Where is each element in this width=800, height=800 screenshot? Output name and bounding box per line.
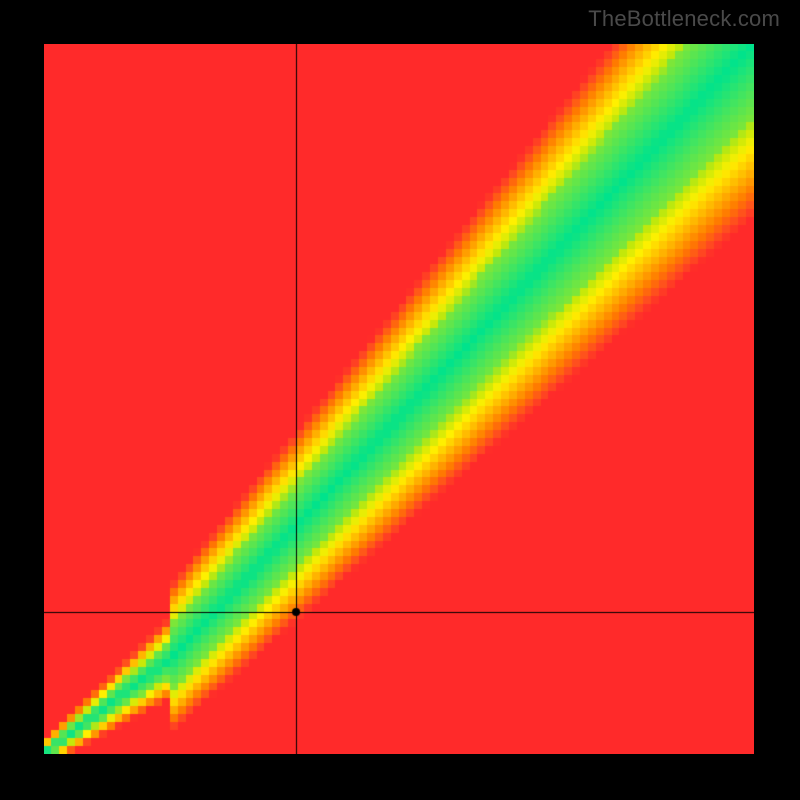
bottleneck-heatmap (44, 44, 754, 754)
chart-container: { "watermark": { "text": "TheBottleneck.… (0, 0, 800, 800)
watermark-text: TheBottleneck.com (588, 6, 780, 32)
